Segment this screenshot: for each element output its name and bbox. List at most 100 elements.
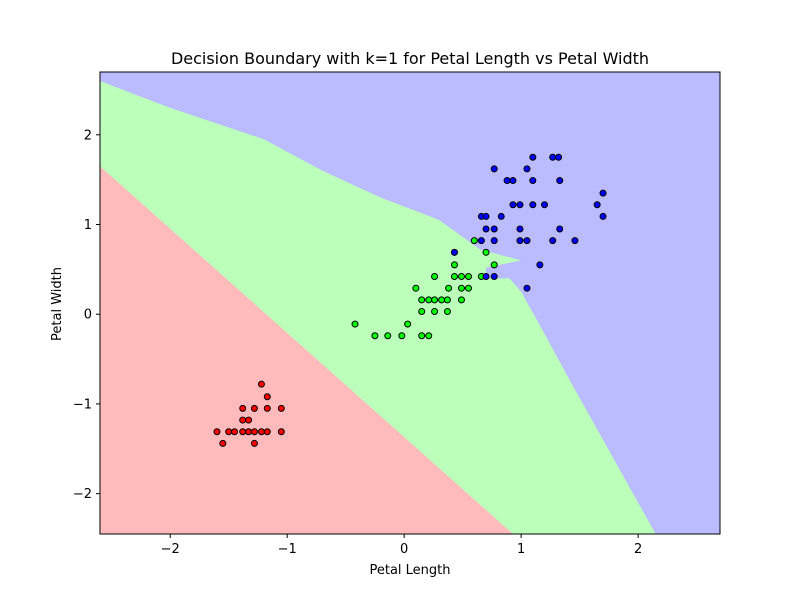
data-point-class-2 [536,261,544,269]
data-point-class-1 [443,308,451,316]
data-point-class-1 [438,296,446,304]
data-point-class-1 [431,273,439,281]
data-point-class-2 [497,212,505,220]
data-point-class-0 [239,404,247,412]
data-point-class-1 [351,320,359,328]
data-point-class-2 [490,237,498,245]
data-point-class-2 [599,212,607,220]
data-point-class-1 [431,308,439,316]
data-point-class-0 [250,428,258,436]
data-point-class-0 [250,404,258,412]
data-point-class-0 [239,428,247,436]
data-point-class-1 [443,296,451,304]
data-point-class-0 [245,416,253,424]
data-point-class-1 [418,332,426,340]
y-axis-label: Petal Width [50,267,65,341]
data-point-class-2 [516,225,524,233]
chart-title: Decision Boundary with k=1 for Petal Len… [171,49,649,68]
data-point-class-1 [398,332,406,340]
data-point-class-1 [425,296,433,304]
data-point-class-1 [384,332,392,340]
data-point-class-2 [529,177,537,185]
data-point-class-0 [231,428,239,436]
data-point-class-0 [263,393,271,401]
data-point-class-1 [404,320,412,328]
data-point-class-2 [482,273,490,281]
x-tick-label: −1 [278,542,297,557]
data-point-class-1 [412,284,420,292]
region-class-2 [100,72,720,534]
axis-ticks: −2 −1 0 1 2 −2 −1 0 1 2 [73,128,642,557]
data-point-class-0 [277,404,285,412]
y-tick-label: −1 [73,397,92,412]
data-point-class-1 [371,332,379,340]
data-point-class-2 [490,273,498,281]
data-point-class-1 [457,284,465,292]
data-point-class-2 [549,153,557,161]
data-point-class-2 [529,201,537,209]
y-tick-label: 0 [84,308,92,323]
data-point-class-2 [509,201,517,209]
data-point-class-1 [418,308,426,316]
data-point-class-0 [245,428,253,436]
data-point-class-2 [599,189,607,197]
data-point-class-2 [490,165,498,173]
data-point-class-2 [516,237,524,245]
data-point-class-1 [482,248,490,256]
y-tick-label: 2 [84,128,92,143]
x-axis-label: Petal Length [369,563,450,578]
data-point-class-0 [225,428,233,436]
region-class-0 [100,166,513,534]
data-point-class-2 [523,165,531,173]
data-point-class-2 [523,237,531,245]
data-point-class-0 [250,439,258,447]
data-point-class-2 [450,248,458,256]
data-point-class-2 [490,225,498,233]
data-point-class-0 [213,428,221,436]
data-point-class-1 [470,237,478,245]
data-point-class-2 [529,153,537,161]
data-point-class-1 [457,296,465,304]
data-point-class-1 [425,332,433,340]
x-tick-label: −2 [161,542,180,557]
data-point-class-1 [431,296,439,304]
x-tick-label: 0 [400,542,408,557]
x-tick-label: 2 [634,542,642,557]
data-point-class-2 [482,225,490,233]
decision-regions [100,72,720,534]
data-point-class-0 [239,416,247,424]
data-point-class-1 [450,261,458,269]
data-point-class-2 [509,177,517,185]
data-point-class-0 [263,404,271,412]
data-point-class-1 [464,284,472,292]
data-point-class-0 [257,380,265,388]
data-point-class-2 [541,201,549,209]
data-point-class-2 [555,153,563,161]
data-point-class-1 [450,273,458,281]
data-point-class-1 [457,273,465,281]
data-point-class-1 [464,273,472,281]
data-point-class-2 [556,225,564,233]
data-point-class-2 [477,237,485,245]
data-point-class-1 [490,261,498,269]
data-point-class-2 [516,201,524,209]
data-point-class-2 [571,237,579,245]
plot-frame [99,71,721,535]
data-point-class-0 [263,428,271,436]
data-point-class-2 [549,237,557,245]
data-point-class-2 [523,284,531,292]
data-point-class-2 [482,212,490,220]
data-point-class-0 [277,428,285,436]
y-tick-label: −2 [73,487,92,502]
data-point-class-1 [445,284,453,292]
data-point-class-0 [219,439,227,447]
y-tick-label: 1 [84,218,92,233]
x-tick-label: 1 [517,542,525,557]
data-points [213,153,607,447]
data-point-class-2 [503,177,511,185]
data-point-class-2 [556,177,564,185]
data-point-class-2 [593,201,601,209]
data-point-class-0 [257,428,265,436]
data-point-class-1 [418,296,426,304]
